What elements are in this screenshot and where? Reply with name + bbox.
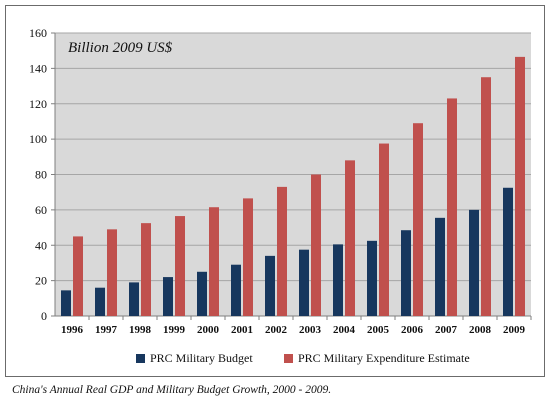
x-tick-label: 2009 — [503, 324, 526, 336]
bar-military-budget — [469, 209, 479, 316]
y-tick-label: 20 — [35, 274, 47, 288]
bar-expenditure-estimate — [73, 236, 83, 316]
bar-expenditure-estimate — [243, 198, 253, 316]
legend-swatch-budget — [136, 354, 145, 363]
bar-military-budget — [129, 282, 139, 316]
bar-expenditure-estimate — [345, 160, 355, 316]
x-tick-label: 1996 — [61, 324, 84, 336]
legend-label-budget: PRC Military Budget — [150, 351, 253, 365]
x-tick-label: 2005 — [367, 324, 390, 336]
bar-expenditure-estimate — [209, 207, 219, 316]
bar-military-budget — [435, 217, 445, 316]
x-tick-label: 2007 — [435, 324, 458, 336]
x-axis-ticks: 1996 1997 1998 1999 2000 2001 2002 2003 2004 2005… — [61, 316, 532, 336]
x-tick-label: 2001 — [231, 324, 253, 336]
bar-expenditure-estimate — [481, 77, 491, 316]
bars — [61, 56, 525, 317]
bar-military-budget — [299, 249, 309, 316]
bar-military-budget — [333, 244, 343, 316]
bar-military-budget — [503, 187, 513, 316]
legend: PRC Military Budget PRC Military Expendi… — [136, 351, 470, 365]
x-tick-label: 2002 — [265, 324, 288, 336]
bar-expenditure-estimate — [447, 98, 457, 316]
bar-expenditure-estimate — [413, 123, 423, 316]
x-tick-label: 1998 — [129, 324, 152, 336]
x-tick-label: 2004 — [333, 324, 356, 336]
bar-military-budget — [61, 290, 71, 316]
y-tick-label: 160 — [29, 26, 47, 40]
x-tick-label: 2000 — [197, 324, 220, 336]
bar-military-budget — [95, 287, 105, 316]
bar-expenditure-estimate — [107, 229, 117, 316]
figure-caption: China's Annual Real GDP and Military Bud… — [12, 384, 332, 396]
x-tick-label: 1999 — [163, 324, 186, 336]
bar-military-budget — [197, 271, 207, 316]
bar-military-budget — [265, 255, 275, 316]
legend-swatch-estimate — [284, 354, 293, 363]
y-axis-ticks: 0 20 40 60 80 100 120 140 160 — [29, 26, 56, 323]
x-tick-label: 2008 — [469, 324, 492, 336]
bar-expenditure-estimate — [379, 143, 389, 316]
bar-military-budget — [231, 264, 241, 316]
bar-expenditure-estimate — [277, 186, 287, 316]
x-tick-label: 2003 — [299, 324, 322, 336]
bar-expenditure-estimate — [175, 216, 185, 316]
bar-expenditure-estimate — [311, 174, 321, 316]
chart-title: Billion 2009 US$ — [68, 40, 173, 56]
x-tick-label: 2006 — [401, 324, 424, 336]
y-tick-label: 60 — [35, 203, 47, 217]
y-tick-label: 80 — [35, 168, 47, 182]
bar-military-budget — [367, 240, 377, 316]
bar-military-budget — [163, 277, 173, 316]
y-tick-label: 100 — [29, 132, 47, 146]
bar-expenditure-estimate — [141, 223, 151, 316]
bar-military-budget — [401, 230, 411, 316]
y-tick-label: 140 — [29, 61, 47, 75]
y-tick-label: 0 — [41, 309, 47, 323]
x-tick-label: 1997 — [95, 324, 118, 336]
y-tick-label: 40 — [35, 238, 47, 252]
bar-expenditure-estimate — [515, 56, 525, 317]
y-tick-label: 120 — [29, 97, 47, 111]
legend-label-estimate: PRC Military Expenditure Estimate — [298, 351, 470, 365]
